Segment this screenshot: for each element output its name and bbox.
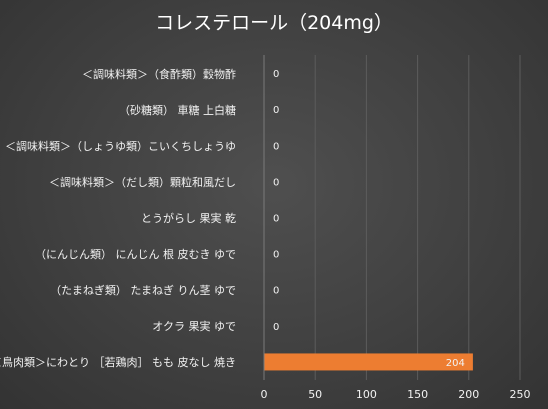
category-label: ＜調味料類＞（食酢類）穀物酢 xyxy=(82,67,236,81)
data-label: 0 xyxy=(273,69,279,80)
x-tick-label: 100 xyxy=(356,388,377,401)
data-label: 0 xyxy=(273,141,279,152)
x-tick-label: 50 xyxy=(308,388,322,401)
category-label: とうがらし 果実 乾 xyxy=(141,212,236,225)
data-label: 0 xyxy=(273,177,279,188)
x-tick-label: 150 xyxy=(407,388,428,401)
x-tick-label: 250 xyxy=(510,388,531,401)
category-label: （砂糖類） 車糖 上白糖 xyxy=(119,103,236,117)
data-label: 0 xyxy=(273,322,279,333)
data-label: 0 xyxy=(273,105,279,116)
data-label: 0 xyxy=(273,286,279,297)
category-label: ＜調味料類＞（しょうゆ類）こいくちしょうゆ xyxy=(5,139,236,153)
data-label: 0 xyxy=(273,250,279,261)
x-tick-label: 0 xyxy=(261,388,268,401)
category-label: （たまねぎ類） たまねぎ りん茎 ゆで xyxy=(50,284,236,298)
data-label: 204 xyxy=(446,358,465,369)
category-label: オクラ 果実 ゆで xyxy=(152,320,236,334)
data-label: 0 xyxy=(273,214,279,225)
x-tick-label: 200 xyxy=(458,388,479,401)
category-label: ＜鳥肉類＞にわとり ［若鶏肉］ もも 皮なし 焼き xyxy=(0,356,236,370)
bar xyxy=(264,353,473,371)
category-label: ＜調味料類＞（だし類）顆粒和風だし xyxy=(49,175,236,189)
category-label: （にんじん類） にんじん 根 皮むき ゆで xyxy=(35,248,236,262)
chart-title: コレステロール（204mg） xyxy=(155,12,393,34)
